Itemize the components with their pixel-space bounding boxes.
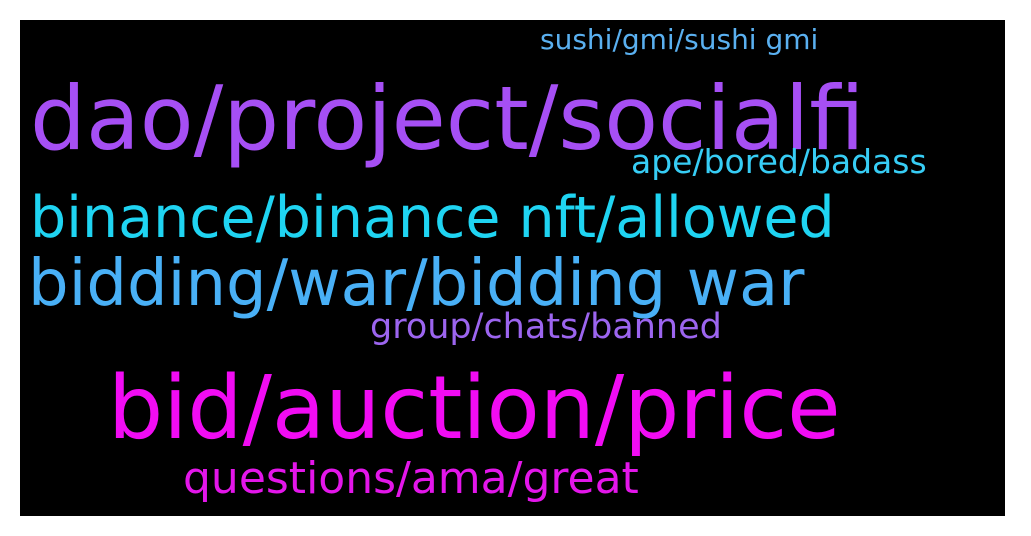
word-bid-auction-price: bid/auction/price <box>108 357 841 459</box>
word-sushi-gmi: sushi/gmi/sushi gmi <box>540 23 819 56</box>
word-cloud-canvas: sushi/gmi/sushi gmi dao/project/socialfi… <box>20 20 1005 516</box>
word-ape-bored-badass: ape/bored/badass <box>631 142 927 181</box>
word-dao-project-socialfi: dao/project/socialfi <box>30 67 865 170</box>
word-group-chats-banned: group/chats/banned <box>370 307 722 347</box>
word-questions-ama-great: questions/ama/great <box>183 453 639 504</box>
word-bidding-war: bidding/war/bidding war <box>28 247 805 321</box>
word-binance-nft-allowed: binance/binance nft/allowed <box>30 185 835 251</box>
